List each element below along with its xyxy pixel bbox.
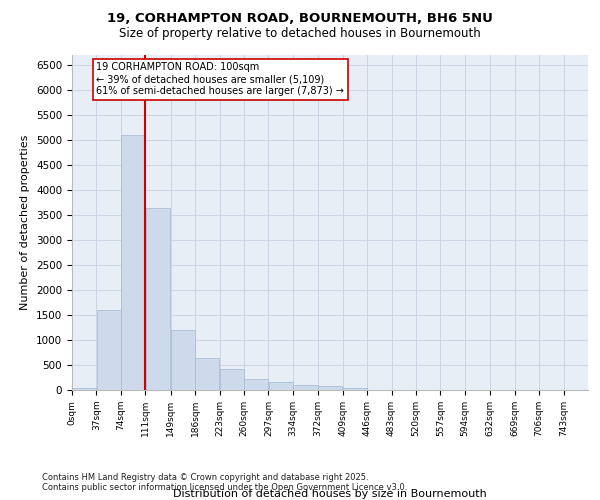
Bar xyxy=(244,378,268,390)
Text: Contains HM Land Registry data © Crown copyright and database right 2025.
Contai: Contains HM Land Registry data © Crown c… xyxy=(42,473,407,492)
Bar xyxy=(73,388,96,390)
Bar xyxy=(121,135,145,390)
Bar xyxy=(269,382,293,390)
Text: Size of property relative to detached houses in Bournemouth: Size of property relative to detached ho… xyxy=(119,28,481,40)
Bar xyxy=(97,310,121,390)
Bar xyxy=(293,384,318,390)
Text: 19, CORHAMPTON ROAD, BOURNEMOUTH, BH6 5NU: 19, CORHAMPTON ROAD, BOURNEMOUTH, BH6 5N… xyxy=(107,12,493,26)
Bar xyxy=(196,358,219,390)
Bar xyxy=(343,388,367,390)
Bar xyxy=(220,369,244,390)
Bar xyxy=(319,386,342,390)
Y-axis label: Number of detached properties: Number of detached properties xyxy=(20,135,31,310)
Text: 19 CORHAMPTON ROAD: 100sqm
← 39% of detached houses are smaller (5,109)
61% of s: 19 CORHAMPTON ROAD: 100sqm ← 39% of deta… xyxy=(97,62,344,96)
Bar xyxy=(146,208,170,390)
X-axis label: Distribution of detached houses by size in Bournemouth: Distribution of detached houses by size … xyxy=(173,489,487,499)
Bar xyxy=(171,330,194,390)
